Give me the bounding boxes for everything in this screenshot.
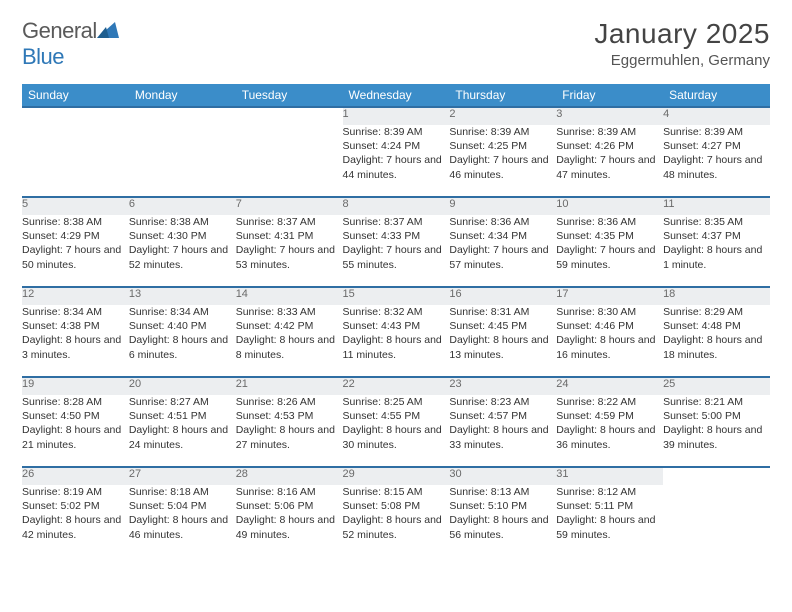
weekday-header: Thursday xyxy=(449,84,556,107)
weekday-header-row: Sunday Monday Tuesday Wednesday Thursday… xyxy=(22,84,770,107)
day-number-row: 1234 xyxy=(22,107,770,125)
location-subtitle: Eggermuhlen, Germany xyxy=(594,52,770,69)
day-number-row: 262728293031 xyxy=(22,467,770,485)
day-number-cell: 18 xyxy=(663,287,770,305)
day-number-cell: 30 xyxy=(449,467,556,485)
day-detail-cell: Sunrise: 8:36 AM Sunset: 4:35 PM Dayligh… xyxy=(556,215,663,287)
brand-text: General Blue xyxy=(22,18,119,70)
day-number-cell: 3 xyxy=(556,107,663,125)
day-detail-cell: Sunrise: 8:36 AM Sunset: 4:34 PM Dayligh… xyxy=(449,215,556,287)
day-number-cell: 9 xyxy=(449,197,556,215)
day-detail-cell: Sunrise: 8:37 AM Sunset: 4:33 PM Dayligh… xyxy=(343,215,450,287)
day-detail-cell xyxy=(22,125,129,197)
day-number-cell xyxy=(129,107,236,125)
day-number-cell: 23 xyxy=(449,377,556,395)
day-detail-cell: Sunrise: 8:38 AM Sunset: 4:29 PM Dayligh… xyxy=(22,215,129,287)
day-number-cell: 4 xyxy=(663,107,770,125)
day-number-cell: 20 xyxy=(129,377,236,395)
day-number-cell xyxy=(663,467,770,485)
day-detail-cell: Sunrise: 8:13 AM Sunset: 5:10 PM Dayligh… xyxy=(449,485,556,557)
day-detail-cell: Sunrise: 8:23 AM Sunset: 4:57 PM Dayligh… xyxy=(449,395,556,467)
day-detail-cell: Sunrise: 8:12 AM Sunset: 5:11 PM Dayligh… xyxy=(556,485,663,557)
day-number-cell xyxy=(236,107,343,125)
day-detail-cell xyxy=(129,125,236,197)
brand-word-1: General xyxy=(22,18,97,43)
day-number-cell: 2 xyxy=(449,107,556,125)
weekday-header: Friday xyxy=(556,84,663,107)
day-number-cell: 21 xyxy=(236,377,343,395)
brand-word-2: Blue xyxy=(22,44,64,69)
day-detail-cell: Sunrise: 8:39 AM Sunset: 4:24 PM Dayligh… xyxy=(343,125,450,197)
day-number-cell: 11 xyxy=(663,197,770,215)
day-number-cell xyxy=(22,107,129,125)
day-number-row: 567891011 xyxy=(22,197,770,215)
day-detail-cell: Sunrise: 8:21 AM Sunset: 5:00 PM Dayligh… xyxy=(663,395,770,467)
page-header: General Blue January 2025 Eggermuhlen, G… xyxy=(22,18,770,70)
day-detail-cell: Sunrise: 8:34 AM Sunset: 4:40 PM Dayligh… xyxy=(129,305,236,377)
day-detail-cell: Sunrise: 8:39 AM Sunset: 4:25 PM Dayligh… xyxy=(449,125,556,197)
day-detail-cell: Sunrise: 8:39 AM Sunset: 4:27 PM Dayligh… xyxy=(663,125,770,197)
weekday-header: Saturday xyxy=(663,84,770,107)
brand-logo: General Blue xyxy=(22,18,119,70)
day-number-cell: 10 xyxy=(556,197,663,215)
day-detail-cell: Sunrise: 8:19 AM Sunset: 5:02 PM Dayligh… xyxy=(22,485,129,557)
day-number-cell: 27 xyxy=(129,467,236,485)
day-detail-cell: Sunrise: 8:39 AM Sunset: 4:26 PM Dayligh… xyxy=(556,125,663,197)
day-detail-cell xyxy=(236,125,343,197)
day-number-cell: 14 xyxy=(236,287,343,305)
day-number-cell: 7 xyxy=(236,197,343,215)
day-detail-cell: Sunrise: 8:33 AM Sunset: 4:42 PM Dayligh… xyxy=(236,305,343,377)
day-number-cell: 12 xyxy=(22,287,129,305)
day-detail-cell: Sunrise: 8:16 AM Sunset: 5:06 PM Dayligh… xyxy=(236,485,343,557)
day-detail-row: Sunrise: 8:19 AM Sunset: 5:02 PM Dayligh… xyxy=(22,485,770,557)
day-number-cell: 24 xyxy=(556,377,663,395)
day-number-row: 19202122232425 xyxy=(22,377,770,395)
day-detail-cell: Sunrise: 8:32 AM Sunset: 4:43 PM Dayligh… xyxy=(343,305,450,377)
day-number-row: 12131415161718 xyxy=(22,287,770,305)
day-detail-cell: Sunrise: 8:18 AM Sunset: 5:04 PM Dayligh… xyxy=(129,485,236,557)
day-number-cell: 31 xyxy=(556,467,663,485)
day-number-cell: 15 xyxy=(343,287,450,305)
day-detail-cell: Sunrise: 8:28 AM Sunset: 4:50 PM Dayligh… xyxy=(22,395,129,467)
day-detail-cell: Sunrise: 8:35 AM Sunset: 4:37 PM Dayligh… xyxy=(663,215,770,287)
day-detail-cell: Sunrise: 8:37 AM Sunset: 4:31 PM Dayligh… xyxy=(236,215,343,287)
day-number-cell: 5 xyxy=(22,197,129,215)
day-number-cell: 16 xyxy=(449,287,556,305)
day-number-cell: 1 xyxy=(343,107,450,125)
title-block: January 2025 Eggermuhlen, Germany xyxy=(594,18,770,69)
day-detail-row: Sunrise: 8:38 AM Sunset: 4:29 PM Dayligh… xyxy=(22,215,770,287)
day-detail-cell xyxy=(663,485,770,557)
day-detail-cell: Sunrise: 8:38 AM Sunset: 4:30 PM Dayligh… xyxy=(129,215,236,287)
day-detail-row: Sunrise: 8:39 AM Sunset: 4:24 PM Dayligh… xyxy=(22,125,770,197)
day-detail-row: Sunrise: 8:34 AM Sunset: 4:38 PM Dayligh… xyxy=(22,305,770,377)
brand-triangle-icon xyxy=(97,20,119,38)
day-number-cell: 6 xyxy=(129,197,236,215)
day-detail-cell: Sunrise: 8:22 AM Sunset: 4:59 PM Dayligh… xyxy=(556,395,663,467)
day-number-cell: 25 xyxy=(663,377,770,395)
weekday-header: Monday xyxy=(129,84,236,107)
day-number-cell: 13 xyxy=(129,287,236,305)
month-title: January 2025 xyxy=(594,18,770,50)
day-detail-cell: Sunrise: 8:25 AM Sunset: 4:55 PM Dayligh… xyxy=(343,395,450,467)
day-number-cell: 17 xyxy=(556,287,663,305)
day-detail-cell: Sunrise: 8:15 AM Sunset: 5:08 PM Dayligh… xyxy=(343,485,450,557)
day-number-cell: 28 xyxy=(236,467,343,485)
day-detail-row: Sunrise: 8:28 AM Sunset: 4:50 PM Dayligh… xyxy=(22,395,770,467)
day-number-cell: 8 xyxy=(343,197,450,215)
weekday-header: Wednesday xyxy=(343,84,450,107)
day-number-cell: 26 xyxy=(22,467,129,485)
day-detail-cell: Sunrise: 8:30 AM Sunset: 4:46 PM Dayligh… xyxy=(556,305,663,377)
day-detail-cell: Sunrise: 8:27 AM Sunset: 4:51 PM Dayligh… xyxy=(129,395,236,467)
day-number-cell: 19 xyxy=(22,377,129,395)
day-detail-cell: Sunrise: 8:31 AM Sunset: 4:45 PM Dayligh… xyxy=(449,305,556,377)
weekday-header: Tuesday xyxy=(236,84,343,107)
day-detail-cell: Sunrise: 8:29 AM Sunset: 4:48 PM Dayligh… xyxy=(663,305,770,377)
day-detail-cell: Sunrise: 8:26 AM Sunset: 4:53 PM Dayligh… xyxy=(236,395,343,467)
day-number-cell: 29 xyxy=(343,467,450,485)
day-detail-cell: Sunrise: 8:34 AM Sunset: 4:38 PM Dayligh… xyxy=(22,305,129,377)
weekday-header: Sunday xyxy=(22,84,129,107)
calendar-body: 1234Sunrise: 8:39 AM Sunset: 4:24 PM Day… xyxy=(22,107,770,557)
day-number-cell: 22 xyxy=(343,377,450,395)
calendar-table: Sunday Monday Tuesday Wednesday Thursday… xyxy=(22,84,770,557)
